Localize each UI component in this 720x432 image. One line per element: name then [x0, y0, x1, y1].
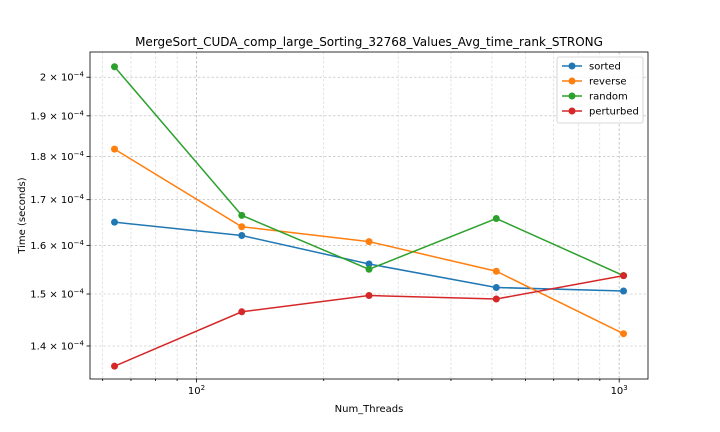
data-point: [492, 295, 500, 303]
y-tick-label: 1.6 × 10−4: [30, 239, 84, 252]
y-tick-label: 1.7 × 10−4: [30, 193, 84, 206]
legend-box: [556, 56, 644, 124]
data-point: [238, 223, 246, 231]
x-axis: 102 103: [102, 379, 628, 397]
legend-swatch-marker: [568, 92, 576, 100]
plot-frame: [89, 51, 649, 380]
legend-label: random: [589, 92, 628, 103]
data-point: [111, 145, 119, 153]
data-point: [365, 292, 373, 300]
legend-label: reverse: [589, 77, 627, 88]
series-sorted: [111, 218, 628, 295]
data-point: [620, 272, 628, 280]
y-axis: 1.4 × 10−4 1.5 × 10−4 1.6 × 10−4 1.7 × 10−4…: [30, 71, 90, 352]
data-point: [620, 287, 628, 295]
legend-item-random: random: [562, 92, 628, 103]
data-point: [111, 362, 119, 370]
legend: sorted reverse random perturbed: [556, 56, 644, 124]
legend-label: sorted: [589, 62, 621, 73]
grid: [90, 52, 648, 379]
x-axis-label: Num_Threads: [335, 404, 404, 415]
y-tick-label: 2 × 10−4: [40, 71, 85, 84]
series-layer: [111, 63, 628, 370]
y-tick-label: 1.4 × 10−4: [30, 339, 84, 352]
y-axis-label: Time (seconds): [17, 177, 28, 254]
legend-swatch-marker: [568, 62, 576, 70]
data-point: [111, 218, 119, 226]
data-point: [492, 283, 500, 291]
data-point: [492, 267, 500, 275]
data-point: [492, 215, 500, 223]
series-reverse: [111, 145, 628, 338]
y-tick-label: 1.5 × 10−4: [30, 287, 84, 300]
y-tick-label: 1.8 × 10−4: [30, 150, 84, 163]
data-point: [620, 330, 628, 338]
data-point: [238, 211, 246, 219]
legend-swatch-marker: [568, 107, 576, 115]
legend-label: perturbed: [589, 107, 639, 118]
data-point: [365, 238, 373, 246]
y-tick-label: 1.9 × 10−4: [30, 109, 84, 122]
data-point: [365, 260, 373, 268]
legend-item-sorted: sorted: [562, 62, 621, 73]
series-perturbed: [111, 272, 628, 370]
data-point: [111, 63, 119, 71]
chart-title: MergeSort_CUDA_comp_large_Sorting_32768_…: [135, 35, 603, 49]
legend-item-perturbed: perturbed: [562, 107, 639, 118]
data-point: [365, 265, 373, 273]
legend-swatch-marker: [568, 77, 576, 85]
data-point: [238, 232, 246, 240]
legend-item-reverse: reverse: [562, 77, 627, 88]
data-point: [238, 308, 246, 316]
